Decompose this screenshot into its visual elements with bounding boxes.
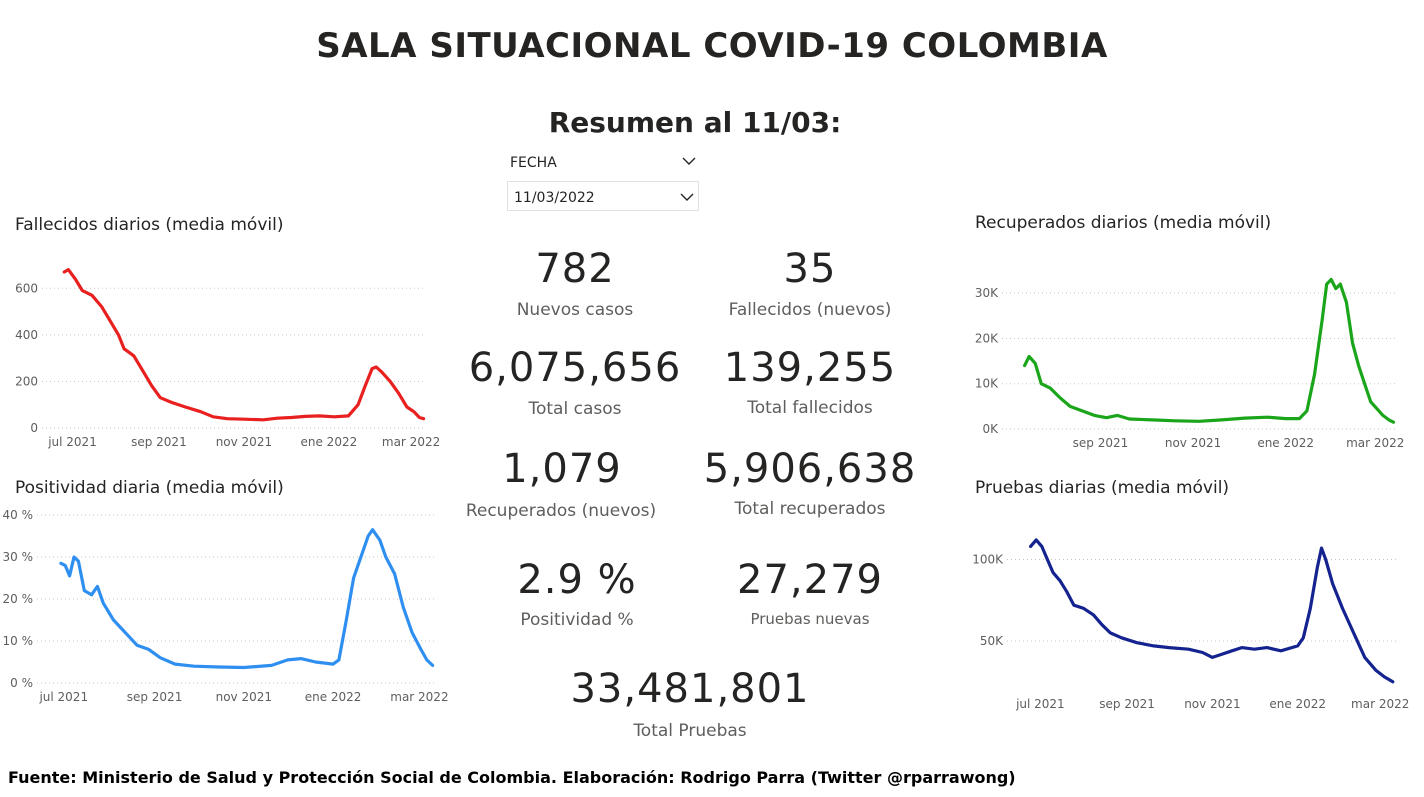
kpi-total-fallecidos-value: 139,255 [723, 345, 897, 391]
kpi-positividad-value: 2.9 % [517, 557, 637, 603]
chart-pruebas: 50K 100K jul 2021 sep 2021 nov 2021 ene 2022 m… [972, 538, 1409, 711]
kpi-nuevos-casos-label: Nuevos casos [516, 300, 634, 320]
kpi-pruebas-nuevas-value: 27,279 [737, 557, 883, 603]
x-tick-label: sep 2021 [1099, 697, 1155, 711]
x-tick-label: mar 2022 [1351, 697, 1409, 711]
y-tick-label: 30K [975, 286, 999, 300]
x-tick-label: nov 2021 [216, 690, 272, 704]
y-tick-label: 50K [980, 634, 1004, 648]
y-tick-label: 30 % [3, 550, 34, 564]
date-slicer-value[interactable]: 11/03/2022 [514, 190, 595, 206]
y-tick-label: 40 % [3, 508, 34, 522]
kpi-fallecidos-nuevos-label: Fallecidos (nuevos) [728, 300, 892, 320]
kpi-total-casos-value: 6,075,656 [468, 345, 682, 391]
x-tick-label: nov 2021 [1184, 697, 1240, 711]
kpi-recuperados-nuevos-value: 1,079 [502, 446, 622, 492]
x-tick-label: sep 2021 [131, 435, 187, 449]
chart-fallecidos: 0 200 400 600 jul 2021 sep 2021 nov 2021 ene 20… [15, 268, 440, 449]
y-tick-label: 0 [30, 421, 38, 435]
kpi-nuevos-casos-value: 782 [535, 246, 615, 292]
y-tick-label: 20K [975, 331, 999, 345]
x-tick-label: jul 2021 [47, 435, 97, 449]
chart-title-recuperados: Recuperados diarios (media móvil) [975, 213, 1272, 233]
x-tick-label: jul 2021 [38, 690, 88, 704]
kpi-positividad-label: Positividad % [520, 610, 634, 630]
y-tick-label: 0 % [10, 676, 33, 690]
kpi-pruebas-nuevas-label: Pruebas nuevas [750, 610, 870, 628]
chart-title-pruebas: Pruebas diarias (media móvil) [975, 478, 1230, 498]
x-tick-label: nov 2021 [216, 435, 272, 449]
kpi-total-fallecidos-label: Total fallecidos [747, 398, 873, 418]
summary-subtitle: Resumen al 11/03: [548, 106, 842, 139]
y-tick-label: 0K [982, 422, 999, 436]
page-title: SALA SITUACIONAL COVID-19 COLOMBIA [316, 26, 1108, 66]
x-tick-label: nov 2021 [1165, 436, 1221, 450]
chart-title-positividad: Positividad diaria (media móvil) [15, 478, 284, 498]
kpi-total-pruebas-label: Total Pruebas [633, 721, 747, 741]
kpi-total-pruebas-value: 33,481,801 [570, 666, 810, 712]
chevron-down-icon[interactable] [678, 188, 696, 206]
kpi-fallecidos-nuevos-value: 35 [783, 246, 837, 292]
x-tick-label: ene 2022 [301, 435, 358, 449]
x-tick-label: jul 2021 [1015, 697, 1065, 711]
x-tick-label: ene 2022 [1257, 436, 1314, 450]
date-slicer-dropdown[interactable] [507, 181, 699, 211]
x-tick-label: sep 2021 [127, 690, 183, 704]
chart-title-fallecidos: Fallecidos diarios (media móvil) [15, 215, 284, 235]
x-tick-label: ene 2022 [1269, 697, 1326, 711]
x-tick-label: mar 2022 [1346, 436, 1404, 450]
y-tick-label: 600 [15, 281, 38, 295]
y-tick-label: 200 [15, 374, 38, 388]
series-line-recuperados [1022, 277, 1396, 424]
series-line-positividad [59, 528, 435, 670]
x-tick-label: sep 2021 [1073, 436, 1129, 450]
x-tick-label: mar 2022 [382, 435, 440, 449]
kpi-total-casos-label: Total casos [528, 399, 622, 419]
chevron-down-icon[interactable] [680, 152, 698, 170]
y-tick-label: 100K [972, 552, 1004, 566]
x-tick-label: ene 2022 [305, 690, 362, 704]
y-tick-label: 10K [975, 377, 999, 391]
chart-recuperados: 0K 10K 20K 30K sep 2021 nov 2021 ene 2022 mar 2… [975, 277, 1404, 450]
kpi-recuperados-nuevos-label: Recuperados (nuevos) [465, 501, 657, 521]
date-slicer-label: FECHA [510, 155, 557, 171]
kpi-total-recuperados-value: 5,906,638 [703, 446, 917, 492]
x-tick-label: mar 2022 [390, 690, 448, 704]
kpi-total-recuperados-label: Total recuperados [734, 499, 886, 519]
y-tick-label: 20 % [3, 592, 34, 606]
y-tick-label: 10 % [3, 634, 34, 648]
y-tick-label: 400 [15, 328, 38, 342]
series-line-fallecidos [62, 268, 426, 422]
source-footer: Fuente: Ministerio de Salud y Protección… [8, 768, 1016, 787]
series-line-pruebas [1029, 538, 1395, 684]
chart-positividad: 0 % 10 % 20 % 30 % 40 % jul 2021 sep 2021 nov 2… [3, 508, 449, 704]
